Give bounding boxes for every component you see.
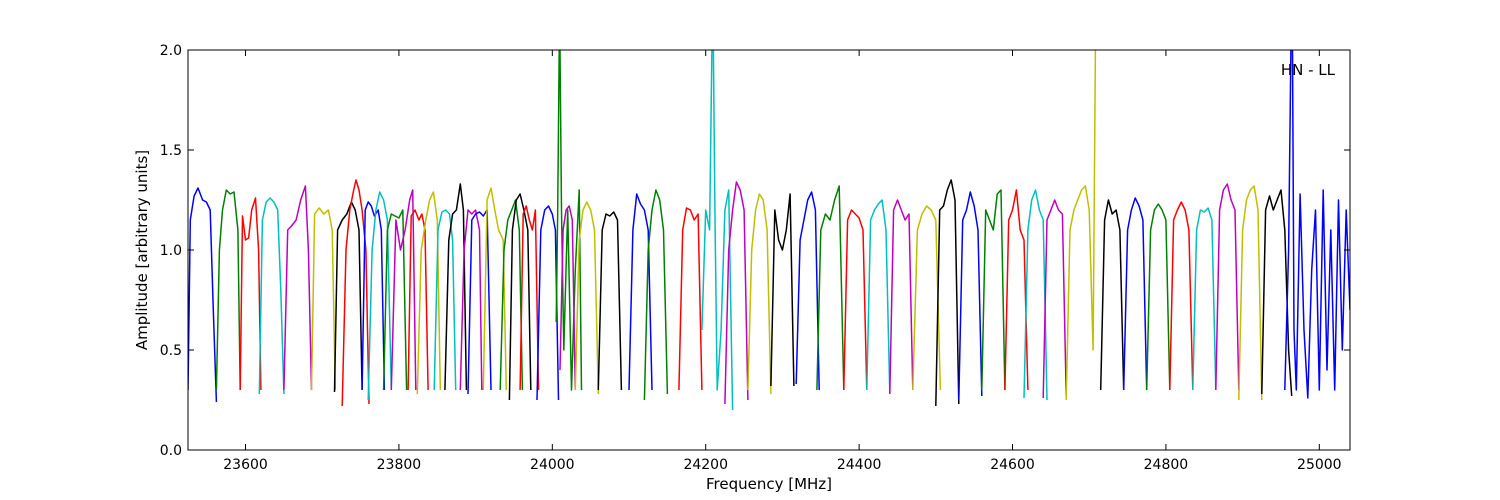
x-tick-label: 23600 [223, 457, 268, 473]
y-axis-title: Amplitude [arbitrary units] [133, 150, 151, 350]
series-line-56 [1284, 50, 1350, 399]
series-line-48 [1099, 199, 1125, 391]
series-line-35 [795, 191, 820, 391]
series-line-46 [1042, 199, 1067, 399]
series-layer [188, 50, 1350, 411]
series-line-29 [643, 189, 669, 401]
series-line-5 [283, 185, 313, 391]
series-line-52 [1192, 207, 1217, 391]
x-tick-label: 23800 [377, 457, 422, 473]
series-line-38 [866, 199, 891, 395]
series-line-17 [459, 209, 483, 391]
series-line-15 [433, 209, 457, 391]
series-line-22 [519, 205, 540, 391]
series-line-43 [981, 189, 1006, 391]
x-axis-title: Frequency [MHz] [706, 475, 832, 493]
x-tick-label: 24600 [990, 457, 1035, 473]
series-line-36 [816, 185, 845, 391]
series-line-10 [367, 191, 393, 401]
series-line-11 [382, 209, 408, 391]
series-line-14 [416, 191, 442, 395]
series-line-4 [258, 197, 285, 395]
series-line-6 [310, 207, 337, 391]
series-line-54 [1238, 185, 1263, 401]
x-tick-label: 24800 [1144, 457, 1189, 473]
series-line-34 [770, 193, 795, 387]
series-line-20 [499, 199, 524, 391]
series-line-39 [889, 199, 914, 395]
series-line-3 [239, 197, 262, 391]
y-tick-label: 0.5 [160, 343, 182, 359]
series-line-47 [1065, 50, 1097, 401]
series-line-32 [724, 181, 749, 405]
series-line-30 [678, 207, 703, 391]
series-line-49 [1122, 197, 1148, 391]
y-tick-label: 1.0 [160, 243, 182, 259]
annotation-label: HN - LL [1281, 61, 1336, 79]
x-tick-label: 24400 [837, 457, 882, 473]
x-tick-label: 25000 [1297, 457, 1342, 473]
series-line-9 [361, 201, 386, 391]
y-axis: 0.0 0.5 1.0 1.5 2.0 [160, 43, 1350, 459]
series-line-16 [444, 183, 468, 391]
series-line-44 [1004, 189, 1029, 391]
y-tick-label: 0.0 [160, 443, 182, 459]
x-tick-label: 24000 [530, 457, 575, 473]
series-line-37 [843, 209, 868, 391]
series-line-33 [747, 193, 772, 395]
series-line-24 [555, 50, 583, 391]
series-line-51 [1169, 201, 1194, 391]
series-line-41 [935, 179, 960, 407]
series-line-42 [958, 191, 983, 401]
series-line-7 [333, 201, 363, 393]
series-line-31 [701, 50, 734, 411]
series-line-50 [1145, 203, 1171, 391]
series-line-23 [536, 205, 560, 401]
x-axis: 23600 23800 24000 24200 24400 24600 24800 25000 [223, 50, 1342, 473]
series-line-12 [390, 189, 417, 391]
y-tick-label: 1.5 [160, 143, 182, 159]
series-line-25 [559, 205, 577, 391]
series-line-27 [597, 211, 623, 391]
series-line-2 [215, 189, 241, 391]
series-line-21 [508, 193, 532, 401]
series-line-28 [628, 193, 653, 391]
x-tick-label: 24200 [683, 457, 728, 473]
series-line-40 [912, 205, 942, 391]
series-line-19 [482, 187, 508, 391]
series-line-45 [1023, 189, 1048, 401]
y-tick-label: 2.0 [160, 43, 182, 59]
series-line-53 [1215, 183, 1240, 391]
series-line-1 [188, 187, 218, 403]
series-line-26 [574, 201, 600, 395]
